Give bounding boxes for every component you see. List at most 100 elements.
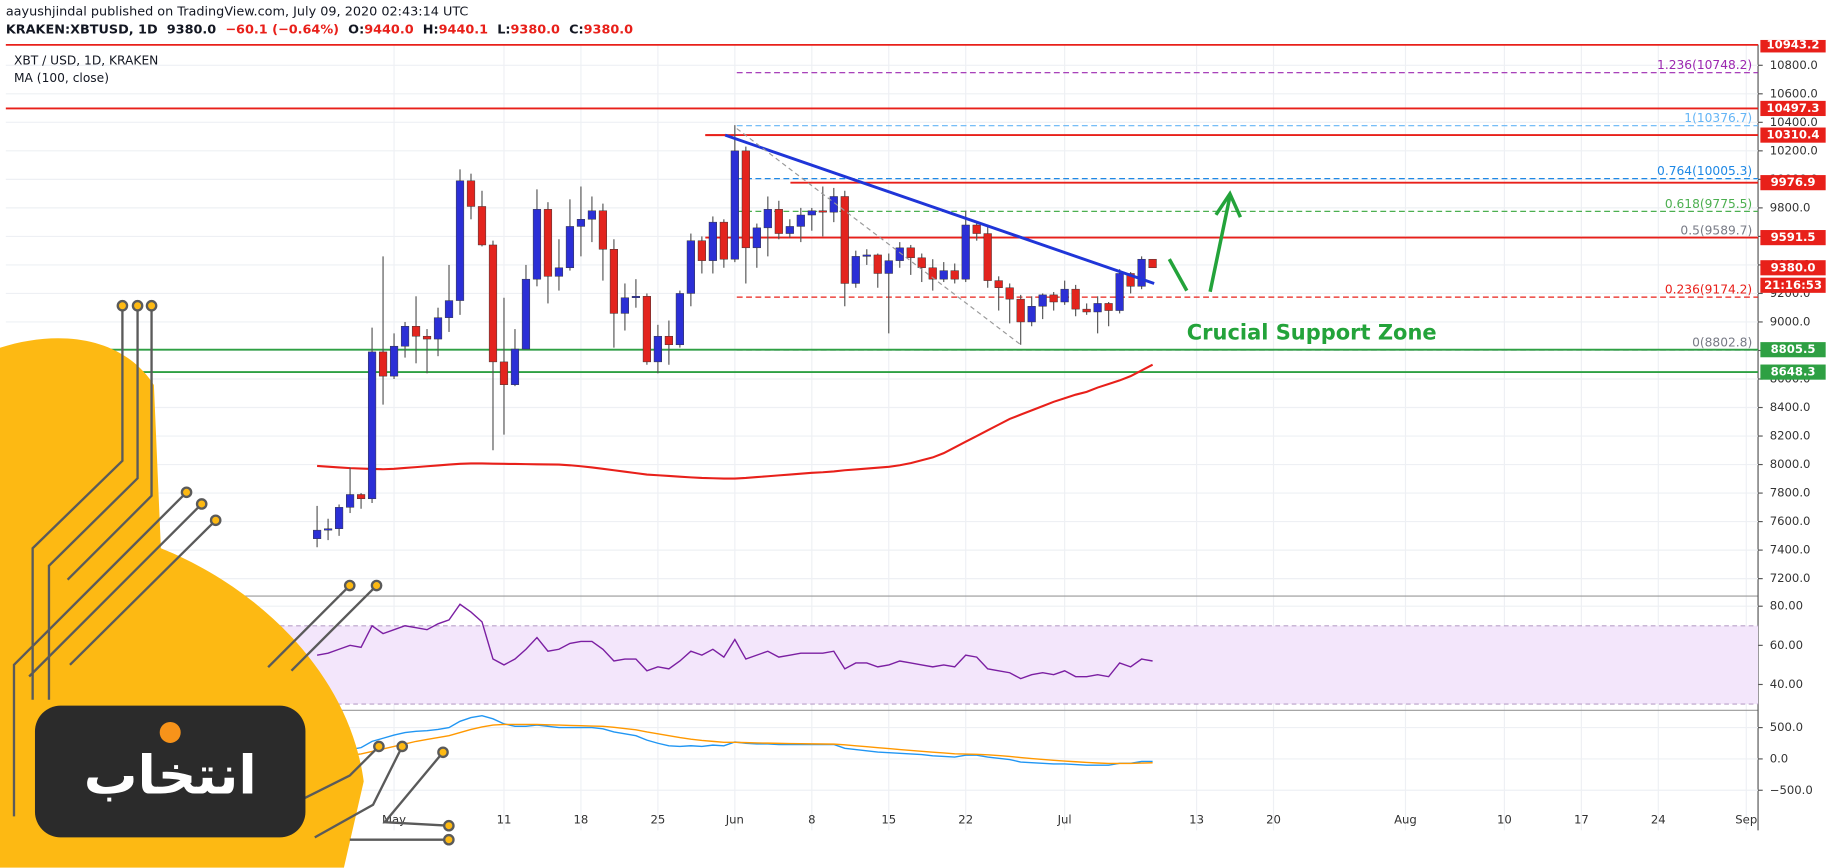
x-tick-label: 11 <box>497 812 512 826</box>
candle-body <box>521 278 531 350</box>
arrows <box>1167 190 1243 293</box>
level-tag: 9976.9 <box>1771 175 1816 189</box>
level-tag-box <box>1760 364 1826 380</box>
candle-body <box>730 150 739 260</box>
fib-label: 0.764(10005.3) <box>1657 164 1752 178</box>
candle-body <box>1049 294 1058 303</box>
candle-body <box>763 209 772 229</box>
candle-body <box>642 296 651 363</box>
h-label: H: <box>423 22 439 37</box>
price-tag: 9380.0 <box>1771 260 1816 274</box>
candle-body <box>983 233 992 281</box>
trendline <box>724 133 1155 285</box>
header-line2: KRAKEN:XBTUSD, 1D 9380.0 −60.1 (−0.64%) … <box>6 22 633 37</box>
candle-body <box>532 209 542 280</box>
candle-body <box>576 219 586 227</box>
legend-title: XBT / USD, 1D, KRAKEN <box>14 53 158 67</box>
level-tag-box <box>1760 230 1826 246</box>
y-tick-label: 7800.0 <box>1770 486 1811 500</box>
x-tick-label: 24 <box>1651 812 1666 826</box>
level-tag: 10943.2 <box>1767 37 1820 51</box>
series-line <box>317 723 1153 765</box>
candle-body <box>345 494 355 508</box>
x-tick-label: 20 <box>1266 812 1281 826</box>
y-tick-label: 40.00 <box>1770 677 1803 691</box>
candle-body <box>752 227 761 249</box>
last: 9380.0 <box>167 22 217 37</box>
candle-body <box>697 240 706 261</box>
x-tick-label: 13 <box>1189 812 1204 826</box>
candle-body <box>477 206 487 246</box>
candle-body <box>950 270 959 280</box>
candle-body <box>939 270 948 280</box>
level-tag: 10310.4 <box>1767 128 1820 142</box>
candle-body <box>598 210 608 250</box>
candle-body <box>356 494 366 500</box>
candle-body <box>1016 298 1025 323</box>
candle-body <box>466 180 476 207</box>
candle-body <box>433 317 443 340</box>
candle-body <box>488 244 498 363</box>
y-tick-label: 7600.0 <box>1770 514 1811 528</box>
y-tick-label: 10200.0 <box>1770 143 1818 157</box>
candle-body <box>972 224 981 234</box>
annotation: Crucial Support Zone <box>1187 321 1437 345</box>
x-tick-label: 22 <box>958 812 973 826</box>
fib-label: 0.5(9589.7) <box>1680 223 1752 237</box>
candle-body <box>1115 273 1124 311</box>
level-tag-box <box>1760 37 1826 53</box>
candle-body <box>1137 258 1146 287</box>
candle-body <box>785 226 794 234</box>
candle-body <box>664 335 673 346</box>
candle-body <box>862 254 871 257</box>
candle-body <box>444 300 454 318</box>
o-value: 9440.0 <box>364 22 414 37</box>
candle-body <box>851 256 860 284</box>
timer-tag: 21:16:53 <box>1764 278 1822 292</box>
c-label: C: <box>569 22 584 37</box>
y-tick-label: 0.0 <box>1770 751 1789 765</box>
header-bg <box>0 0 1828 40</box>
x-tick-label: 8 <box>808 812 815 826</box>
y-tick-label: 9800.0 <box>1770 200 1811 214</box>
candle-body <box>422 335 432 340</box>
y-tick-label: 60.00 <box>1770 638 1803 652</box>
price-tag-box <box>1760 260 1826 276</box>
candle-body <box>796 214 805 227</box>
candle-body <box>719 221 728 260</box>
x-tick-label: Jul <box>1057 812 1072 826</box>
fib-label: 0(8802.8) <box>1692 336 1752 350</box>
candle-body <box>334 507 344 529</box>
y-tick-label: 8200.0 <box>1770 429 1811 443</box>
candle-body <box>873 254 882 274</box>
level-tag-box <box>1760 175 1826 191</box>
candle-body <box>708 221 717 261</box>
header-line1: aayushjindal published on TradingView.co… <box>6 4 469 19</box>
candle-body <box>620 297 629 314</box>
candle-body <box>1148 258 1157 269</box>
candle-body <box>1005 287 1014 300</box>
y-tick-label: 10800.0 <box>1770 58 1818 72</box>
level-tag: 9591.5 <box>1771 230 1816 244</box>
y-tick-label: 9000.0 <box>1770 314 1811 328</box>
candle-body <box>686 240 695 294</box>
fib-label: 1(10376.7) <box>1684 111 1752 125</box>
legend-ma: MA (100, close) <box>14 71 109 85</box>
logo: انتخاب <box>0 299 455 868</box>
y-tick-label: 10400.0 <box>1770 115 1818 129</box>
candle-body <box>840 196 849 284</box>
candle-body <box>928 267 937 280</box>
fib-label: 0.236(9174.2) <box>1665 283 1752 297</box>
x-tick-label: 17 <box>1574 812 1589 826</box>
candle-body <box>1104 303 1113 311</box>
l-value: 9380.0 <box>511 22 561 37</box>
timer-tag-box <box>1760 277 1826 293</box>
y-tick-label: 80.00 <box>1770 599 1803 613</box>
x-tick-label: 18 <box>574 812 589 826</box>
level-tag-box <box>1760 127 1826 143</box>
level-tag-box <box>1760 100 1826 117</box>
candle-body <box>1071 288 1080 310</box>
candle-body <box>324 528 333 531</box>
y-tick-label: 8000.0 <box>1770 457 1811 471</box>
